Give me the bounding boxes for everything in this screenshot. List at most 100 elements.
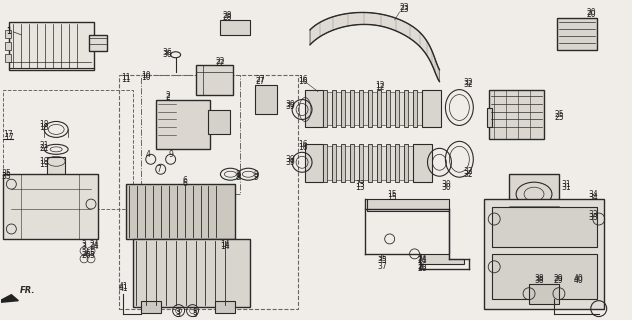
Bar: [487, 108, 492, 127]
Bar: [408, 146, 413, 180]
Text: 7: 7: [157, 165, 162, 174]
Bar: [557, 18, 597, 50]
Text: 3: 3: [176, 308, 181, 316]
Bar: [155, 100, 210, 149]
Bar: [6, 30, 11, 38]
Text: 1: 1: [6, 27, 11, 36]
Polygon shape: [0, 295, 18, 303]
Text: 8: 8: [235, 173, 240, 182]
Bar: [133, 239, 250, 307]
Text: 3: 3: [176, 310, 181, 319]
Text: 34: 34: [589, 190, 599, 199]
Text: 31: 31: [561, 180, 571, 189]
Bar: [489, 90, 544, 140]
Bar: [368, 90, 372, 127]
Text: 33: 33: [589, 210, 599, 219]
Text: 17: 17: [3, 130, 13, 140]
Text: 16: 16: [298, 75, 308, 84]
Bar: [399, 146, 404, 180]
Text: 6: 6: [183, 179, 188, 188]
Text: 2: 2: [166, 93, 171, 102]
Bar: [422, 90, 441, 127]
Text: 32: 32: [463, 170, 473, 179]
Bar: [386, 144, 390, 182]
Text: 35: 35: [378, 256, 387, 265]
Bar: [341, 144, 345, 182]
Text: 39: 39: [285, 102, 295, 111]
Bar: [89, 35, 107, 51]
Bar: [323, 90, 327, 127]
Text: 31: 31: [561, 183, 571, 192]
Bar: [404, 144, 408, 182]
Text: 11: 11: [121, 73, 130, 82]
Bar: [363, 92, 368, 125]
Text: 26: 26: [418, 262, 427, 271]
Text: 2: 2: [166, 91, 171, 100]
Bar: [394, 144, 399, 182]
Text: 28: 28: [222, 11, 232, 20]
Bar: [368, 144, 372, 182]
Text: 36: 36: [162, 50, 173, 59]
Text: 23: 23: [399, 5, 410, 14]
Text: 30: 30: [441, 183, 451, 192]
Text: 5: 5: [193, 308, 197, 316]
Bar: [141, 301, 161, 313]
Bar: [408, 92, 413, 125]
Bar: [509, 174, 559, 234]
Bar: [377, 90, 380, 127]
Text: 26: 26: [418, 264, 427, 273]
Bar: [377, 144, 380, 182]
Text: 6: 6: [183, 176, 188, 185]
Bar: [404, 90, 408, 127]
Bar: [126, 184, 235, 239]
Bar: [386, 90, 390, 127]
Bar: [372, 92, 377, 125]
Text: 9: 9: [253, 170, 258, 179]
Text: 39: 39: [285, 158, 295, 167]
Bar: [209, 109, 231, 134]
Bar: [332, 144, 336, 182]
Bar: [350, 90, 354, 127]
Text: 24: 24: [418, 254, 427, 263]
Text: 17: 17: [4, 133, 14, 142]
Text: 37: 37: [378, 262, 387, 271]
Text: 40: 40: [574, 274, 583, 283]
Bar: [492, 207, 597, 247]
Bar: [390, 146, 394, 180]
Text: 14: 14: [221, 242, 230, 252]
Bar: [332, 90, 336, 127]
Text: 16: 16: [298, 143, 308, 152]
Bar: [305, 90, 323, 127]
Text: 35: 35: [1, 169, 11, 178]
Text: 5: 5: [89, 249, 94, 258]
Text: 29: 29: [554, 274, 564, 283]
Text: 24: 24: [89, 240, 99, 249]
Text: 39: 39: [285, 100, 295, 108]
Text: 25: 25: [555, 110, 564, 119]
Text: 15: 15: [387, 193, 398, 202]
Text: 5: 5: [193, 310, 197, 319]
Bar: [529, 284, 559, 304]
Text: 19: 19: [39, 157, 49, 166]
Bar: [336, 146, 341, 180]
Text: 3: 3: [81, 240, 86, 249]
Bar: [380, 92, 386, 125]
Bar: [323, 144, 327, 182]
Bar: [363, 146, 368, 180]
Bar: [359, 90, 363, 127]
Text: 18: 18: [39, 120, 49, 129]
Text: 10: 10: [141, 71, 150, 80]
Text: 41: 41: [119, 282, 128, 291]
Text: 3: 3: [81, 242, 86, 252]
Text: 20: 20: [586, 8, 597, 17]
Text: 18: 18: [39, 123, 49, 132]
Text: 25: 25: [555, 113, 564, 122]
Text: 4: 4: [146, 150, 150, 159]
Text: 21: 21: [39, 144, 49, 153]
Bar: [359, 144, 363, 182]
Text: 32: 32: [463, 167, 473, 176]
Text: 35: 35: [378, 254, 387, 263]
Text: 39: 39: [285, 155, 295, 164]
Bar: [3, 174, 98, 239]
Text: 27: 27: [255, 75, 265, 84]
